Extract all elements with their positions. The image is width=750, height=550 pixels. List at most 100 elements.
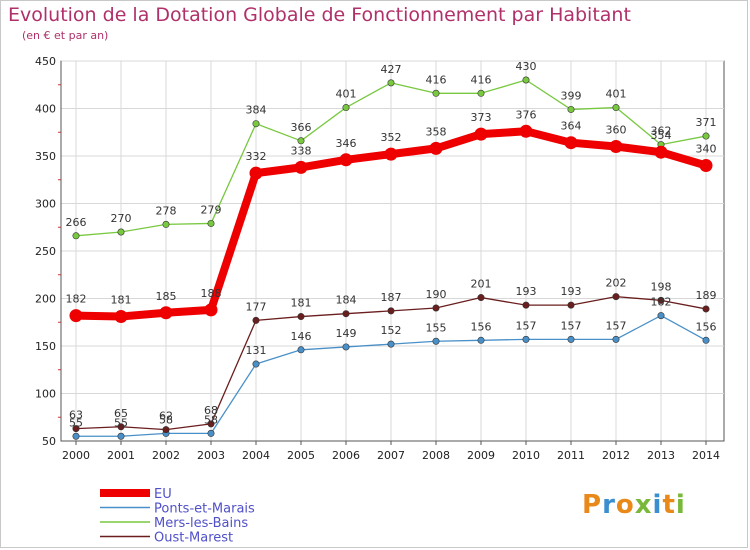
y-tick-label: 300 — [35, 198, 56, 211]
x-tick-label: 2014 — [692, 449, 720, 462]
y-tick-label: 200 — [35, 293, 56, 306]
chart-title: Evolution de la Dotation Globale de Fonc… — [8, 4, 631, 26]
data-label: 182 — [66, 293, 87, 306]
data-label: 155 — [426, 321, 447, 334]
data-point — [207, 420, 215, 428]
x-tick-label: 2011 — [557, 449, 585, 462]
x-tick-label: 2007 — [377, 449, 405, 462]
data-point — [432, 337, 440, 345]
logo-letter: x — [634, 490, 653, 520]
data-point — [477, 89, 485, 97]
y-tick-label: 400 — [35, 103, 56, 116]
data-point — [114, 310, 128, 324]
data-label: 55 — [69, 416, 83, 429]
data-label: 149 — [336, 327, 357, 340]
data-point — [612, 293, 620, 301]
data-label: 189 — [696, 289, 717, 302]
legend-label: Mers-les-Bains — [154, 516, 248, 531]
data-label: 157 — [516, 319, 537, 332]
data-label: 373 — [471, 111, 492, 124]
data-point — [159, 306, 173, 320]
logo-letter: i — [652, 490, 663, 520]
logo-letter: r — [602, 490, 616, 520]
data-point — [72, 432, 80, 440]
data-label: 182 — [651, 296, 672, 309]
data-label: 430 — [516, 60, 537, 73]
y-tick-label: 100 — [35, 388, 56, 401]
data-label: 384 — [246, 104, 267, 117]
data-label: 157 — [561, 319, 582, 332]
data-label: 416 — [426, 73, 447, 86]
y-tick-label: 150 — [35, 340, 56, 353]
logo-letter: o — [615, 490, 635, 520]
data-point — [342, 310, 350, 318]
y-tick-label: 50 — [42, 435, 56, 448]
data-point — [477, 336, 485, 344]
data-point — [567, 335, 575, 343]
x-tick-label: 2008 — [422, 449, 450, 462]
data-label: 177 — [246, 300, 267, 313]
legend-label: Ponts-et-Marais — [154, 502, 255, 517]
data-label: 156 — [471, 320, 492, 333]
data-label: 58 — [204, 413, 218, 426]
data-point — [72, 232, 80, 240]
x-tick-label: 2013 — [647, 449, 675, 462]
data-label: 354 — [651, 129, 672, 142]
data-point — [387, 340, 395, 348]
data-point — [117, 228, 125, 236]
data-point — [657, 312, 665, 320]
x-tick-label: 2005 — [287, 449, 315, 462]
data-point — [474, 127, 488, 141]
data-label: 346 — [336, 137, 357, 150]
data-point — [702, 305, 710, 313]
data-point — [564, 136, 578, 150]
data-label: 360 — [606, 124, 627, 137]
x-tick-label: 2006 — [332, 449, 360, 462]
data-label: 270 — [111, 212, 132, 225]
data-point — [522, 301, 530, 309]
logo-letter: P — [582, 490, 603, 520]
data-label: 198 — [651, 280, 672, 293]
data-point — [294, 160, 308, 174]
y-tick-label: 250 — [35, 245, 56, 258]
data-label: 185 — [156, 290, 177, 303]
data-point — [612, 104, 620, 112]
data-point — [252, 120, 260, 128]
data-point — [207, 219, 215, 227]
data-label: 366 — [291, 121, 312, 134]
legend-label: EU — [154, 487, 172, 502]
y-tick-label: 450 — [35, 55, 56, 68]
data-point — [387, 307, 395, 315]
data-label: 358 — [426, 125, 447, 138]
data-point — [384, 147, 398, 161]
logo-letter: i — [675, 490, 686, 520]
data-point — [432, 304, 440, 312]
data-label: 146 — [291, 330, 312, 343]
data-point — [657, 296, 665, 304]
data-point — [342, 104, 350, 112]
data-label: 68 — [204, 404, 218, 417]
x-tick-label: 2012 — [602, 449, 630, 462]
proxiti-logo: Proxiti — [582, 490, 686, 520]
x-tick-label: 2003 — [197, 449, 225, 462]
data-label: 181 — [111, 294, 132, 307]
data-label: 362 — [651, 125, 672, 138]
data-point — [567, 301, 575, 309]
data-label: 401 — [336, 88, 357, 101]
y-tick-label: 350 — [35, 150, 56, 163]
data-point — [522, 76, 530, 84]
data-point — [117, 432, 125, 440]
data-label: 364 — [561, 120, 582, 133]
data-label: 338 — [291, 144, 312, 157]
data-point — [342, 343, 350, 351]
data-label: 152 — [381, 324, 402, 337]
data-point — [432, 89, 440, 97]
logo-letter: t — [662, 490, 676, 520]
data-label: 190 — [426, 288, 447, 301]
x-tick-label: 2002 — [152, 449, 180, 462]
data-label: 157 — [606, 319, 627, 332]
legend-label: Oust-Marest — [154, 531, 233, 546]
data-point — [699, 159, 713, 172]
data-point — [702, 336, 710, 344]
